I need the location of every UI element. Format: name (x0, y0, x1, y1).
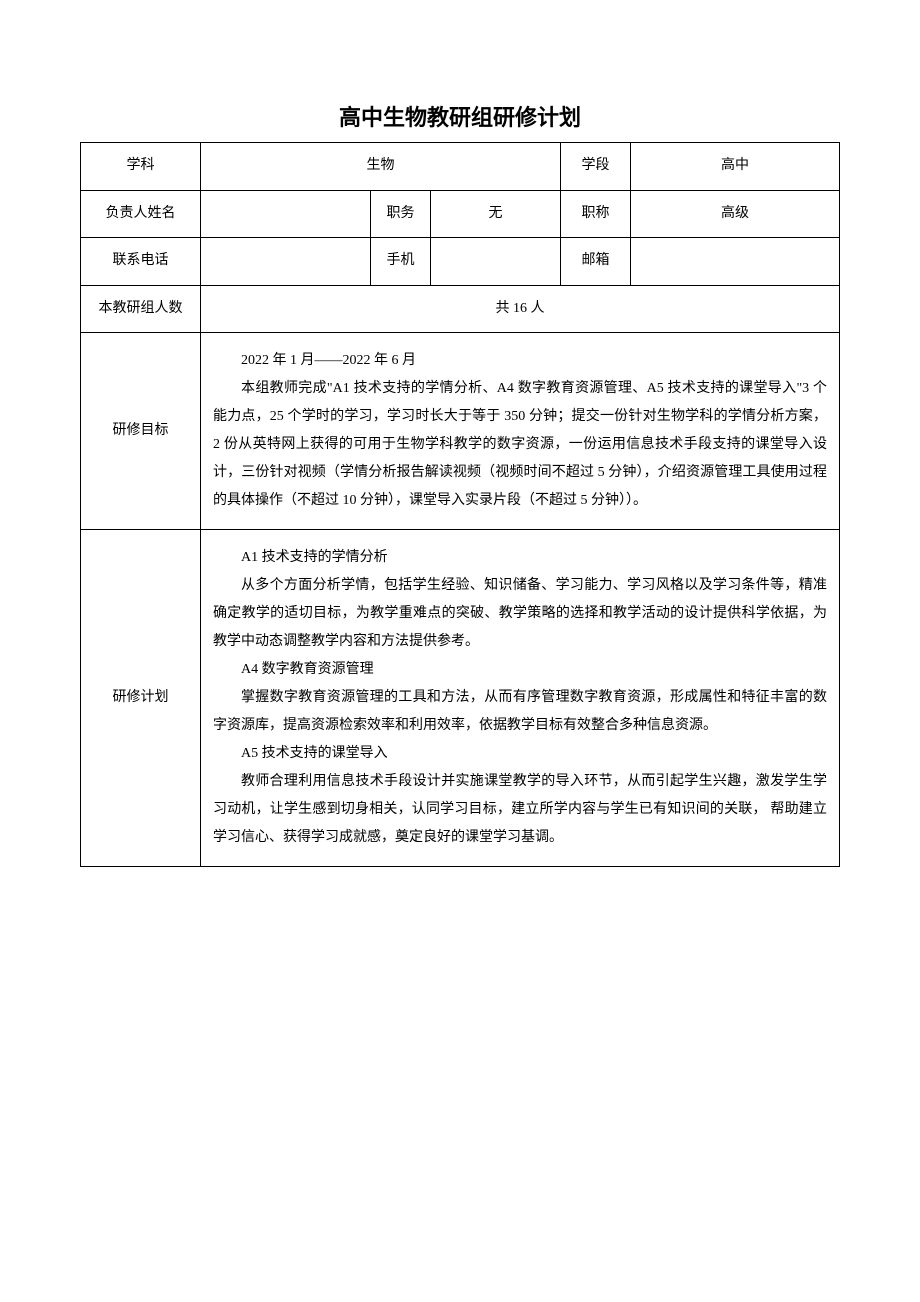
value-leader (201, 190, 371, 238)
value-email (631, 238, 840, 286)
value-titlerank: 高级 (631, 190, 840, 238)
label-goal: 研修目标 (81, 333, 201, 530)
label-mobile: 手机 (371, 238, 431, 286)
label-titlerank: 职称 (561, 190, 631, 238)
table-row: 研修计划 A1 技术支持的学情分析 从多个方面分析学情，包括学生经验、知识储备、… (81, 530, 840, 867)
table-row: 研修目标 2022 年 1 月——2022 年 6 月 本组教师完成"A1 技术… (81, 333, 840, 530)
label-leader: 负责人姓名 (81, 190, 201, 238)
label-phone: 联系电话 (81, 238, 201, 286)
table-row: 本教研组人数 共 16 人 (81, 285, 840, 333)
value-position: 无 (431, 190, 561, 238)
label-stage: 学段 (561, 143, 631, 191)
plan-p2: 掌握数字教育资源管理的工具和方法，从而有序管理数字教育资源，形成属性和特征丰富的… (213, 684, 827, 740)
table-row: 学科 生物 学段 高中 (81, 143, 840, 191)
value-stage: 高中 (631, 143, 840, 191)
label-position: 职务 (371, 190, 431, 238)
label-plan: 研修计划 (81, 530, 201, 867)
value-groupcount: 共 16 人 (201, 285, 840, 333)
value-mobile (431, 238, 561, 286)
table-row: 联系电话 手机 邮箱 (81, 238, 840, 286)
value-phone (201, 238, 371, 286)
plan-p1: 从多个方面分析学情，包括学生经验、知识储备、学习能力、学习风格以及学习条件等，精… (213, 572, 827, 656)
table-row: 负责人姓名 职务 无 职称 高级 (81, 190, 840, 238)
plan-h3: A5 技术支持的课堂导入 (213, 740, 827, 768)
document-title: 高中生物教研组研修计划 (80, 100, 840, 132)
value-subject: 生物 (201, 143, 561, 191)
plan-h2: A4 数字教育资源管理 (213, 656, 827, 684)
label-subject: 学科 (81, 143, 201, 191)
plan-content: A1 技术支持的学情分析 从多个方面分析学情，包括学生经验、知识储备、学习能力、… (201, 530, 840, 867)
label-groupcount: 本教研组人数 (81, 285, 201, 333)
goal-line1: 2022 年 1 月——2022 年 6 月 (213, 347, 827, 375)
plan-p3: 教师合理利用信息技术手段设计并实施课堂教学的导入环节，从而引起学生兴趣，激发学生… (213, 768, 827, 852)
label-email: 邮箱 (561, 238, 631, 286)
plan-table: 学科 生物 学段 高中 负责人姓名 职务 无 职称 高级 联系电话 手机 邮箱 … (80, 142, 840, 867)
goal-content: 2022 年 1 月——2022 年 6 月 本组教师完成"A1 技术支持的学情… (201, 333, 840, 530)
goal-line2: 本组教师完成"A1 技术支持的学情分析、A4 数字教育资源管理、A5 技术支持的… (213, 375, 827, 515)
plan-h1: A1 技术支持的学情分析 (213, 544, 827, 572)
